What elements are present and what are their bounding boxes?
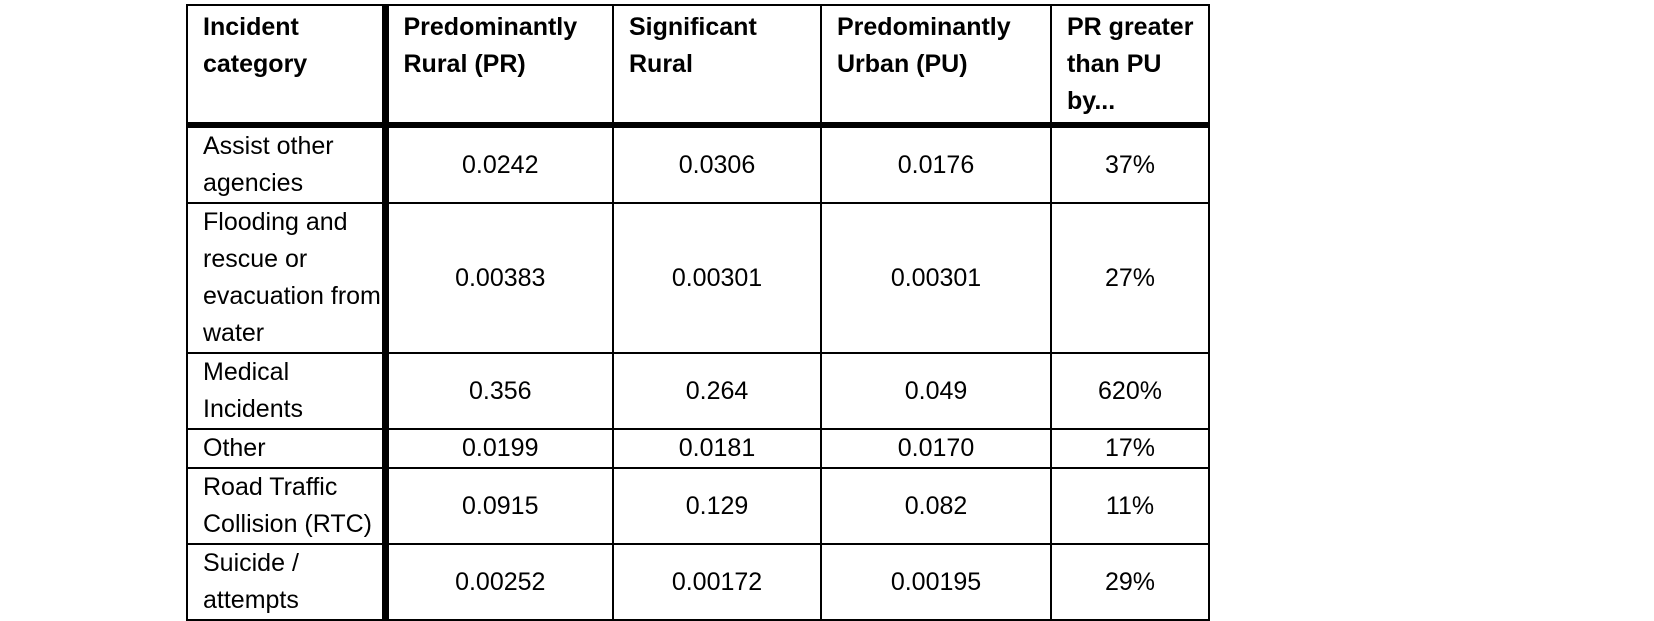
row-category: Road Traffic Collision (RTC) <box>186 467 389 545</box>
table-row: Medical Incidents 0.356 0.264 0.049 620% <box>186 352 1210 430</box>
table-row: Assist other agencies 0.0242 0.0306 0.01… <box>186 124 1210 204</box>
value-predominantly-urban: 0.0170 <box>820 428 1052 469</box>
value-predominantly-urban: 0.00301 <box>820 202 1052 354</box>
value-pr-greater-than-pu: 17% <box>1050 428 1210 469</box>
header-pr-greater-than-pu: PR greater than PU by... <box>1050 4 1210 128</box>
incident-rate-table: Incident category Predominantly Rural (P… <box>186 4 1210 621</box>
header-significant-rural: Significant Rural <box>612 4 822 128</box>
table-row: Flooding and rescue or evacuation from w… <box>186 202 1210 354</box>
value-significant-rural: 0.00301 <box>612 202 822 354</box>
row-category: Flooding and rescue or evacuation from w… <box>186 202 389 354</box>
value-significant-rural: 0.0181 <box>612 428 822 469</box>
header-predominantly-rural: Predominantly Rural (PR) <box>384 4 614 128</box>
value-significant-rural: 0.00172 <box>612 543 822 621</box>
row-category: Medical Incidents <box>186 352 389 430</box>
value-predominantly-urban: 0.0176 <box>820 124 1052 204</box>
table-row: Suicide / attempts 0.00252 0.00172 0.001… <box>186 543 1210 621</box>
value-predominantly-rural: 0.0242 <box>384 124 614 204</box>
value-predominantly-rural: 0.0199 <box>384 428 614 469</box>
table-row: Road Traffic Collision (RTC) 0.0915 0.12… <box>186 467 1210 545</box>
value-predominantly-rural: 0.00383 <box>384 202 614 354</box>
value-pr-greater-than-pu: 11% <box>1050 467 1210 545</box>
header-predominantly-urban: Predominantly Urban (PU) <box>820 4 1052 128</box>
value-predominantly-urban: 0.00195 <box>820 543 1052 621</box>
value-predominantly-rural: 0.0915 <box>384 467 614 545</box>
header-incident-category: Incident category <box>186 4 389 128</box>
value-pr-greater-than-pu: 29% <box>1050 543 1210 621</box>
value-pr-greater-than-pu: 27% <box>1050 202 1210 354</box>
row-category: Assist other agencies <box>186 124 389 204</box>
value-predominantly-rural: 0.00252 <box>384 543 614 621</box>
row-category: Other <box>186 428 389 469</box>
table-row: Other 0.0199 0.0181 0.0170 17% <box>186 428 1210 469</box>
value-significant-rural: 0.0306 <box>612 124 822 204</box>
value-significant-rural: 0.129 <box>612 467 822 545</box>
value-pr-greater-than-pu: 620% <box>1050 352 1210 430</box>
value-predominantly-rural: 0.356 <box>384 352 614 430</box>
value-predominantly-urban: 0.082 <box>820 467 1052 545</box>
value-predominantly-urban: 0.049 <box>820 352 1052 430</box>
value-significant-rural: 0.264 <box>612 352 822 430</box>
table-header-row: Incident category Predominantly Rural (P… <box>186 4 1210 128</box>
value-pr-greater-than-pu: 37% <box>1050 124 1210 204</box>
row-category: Suicide / attempts <box>186 543 389 621</box>
